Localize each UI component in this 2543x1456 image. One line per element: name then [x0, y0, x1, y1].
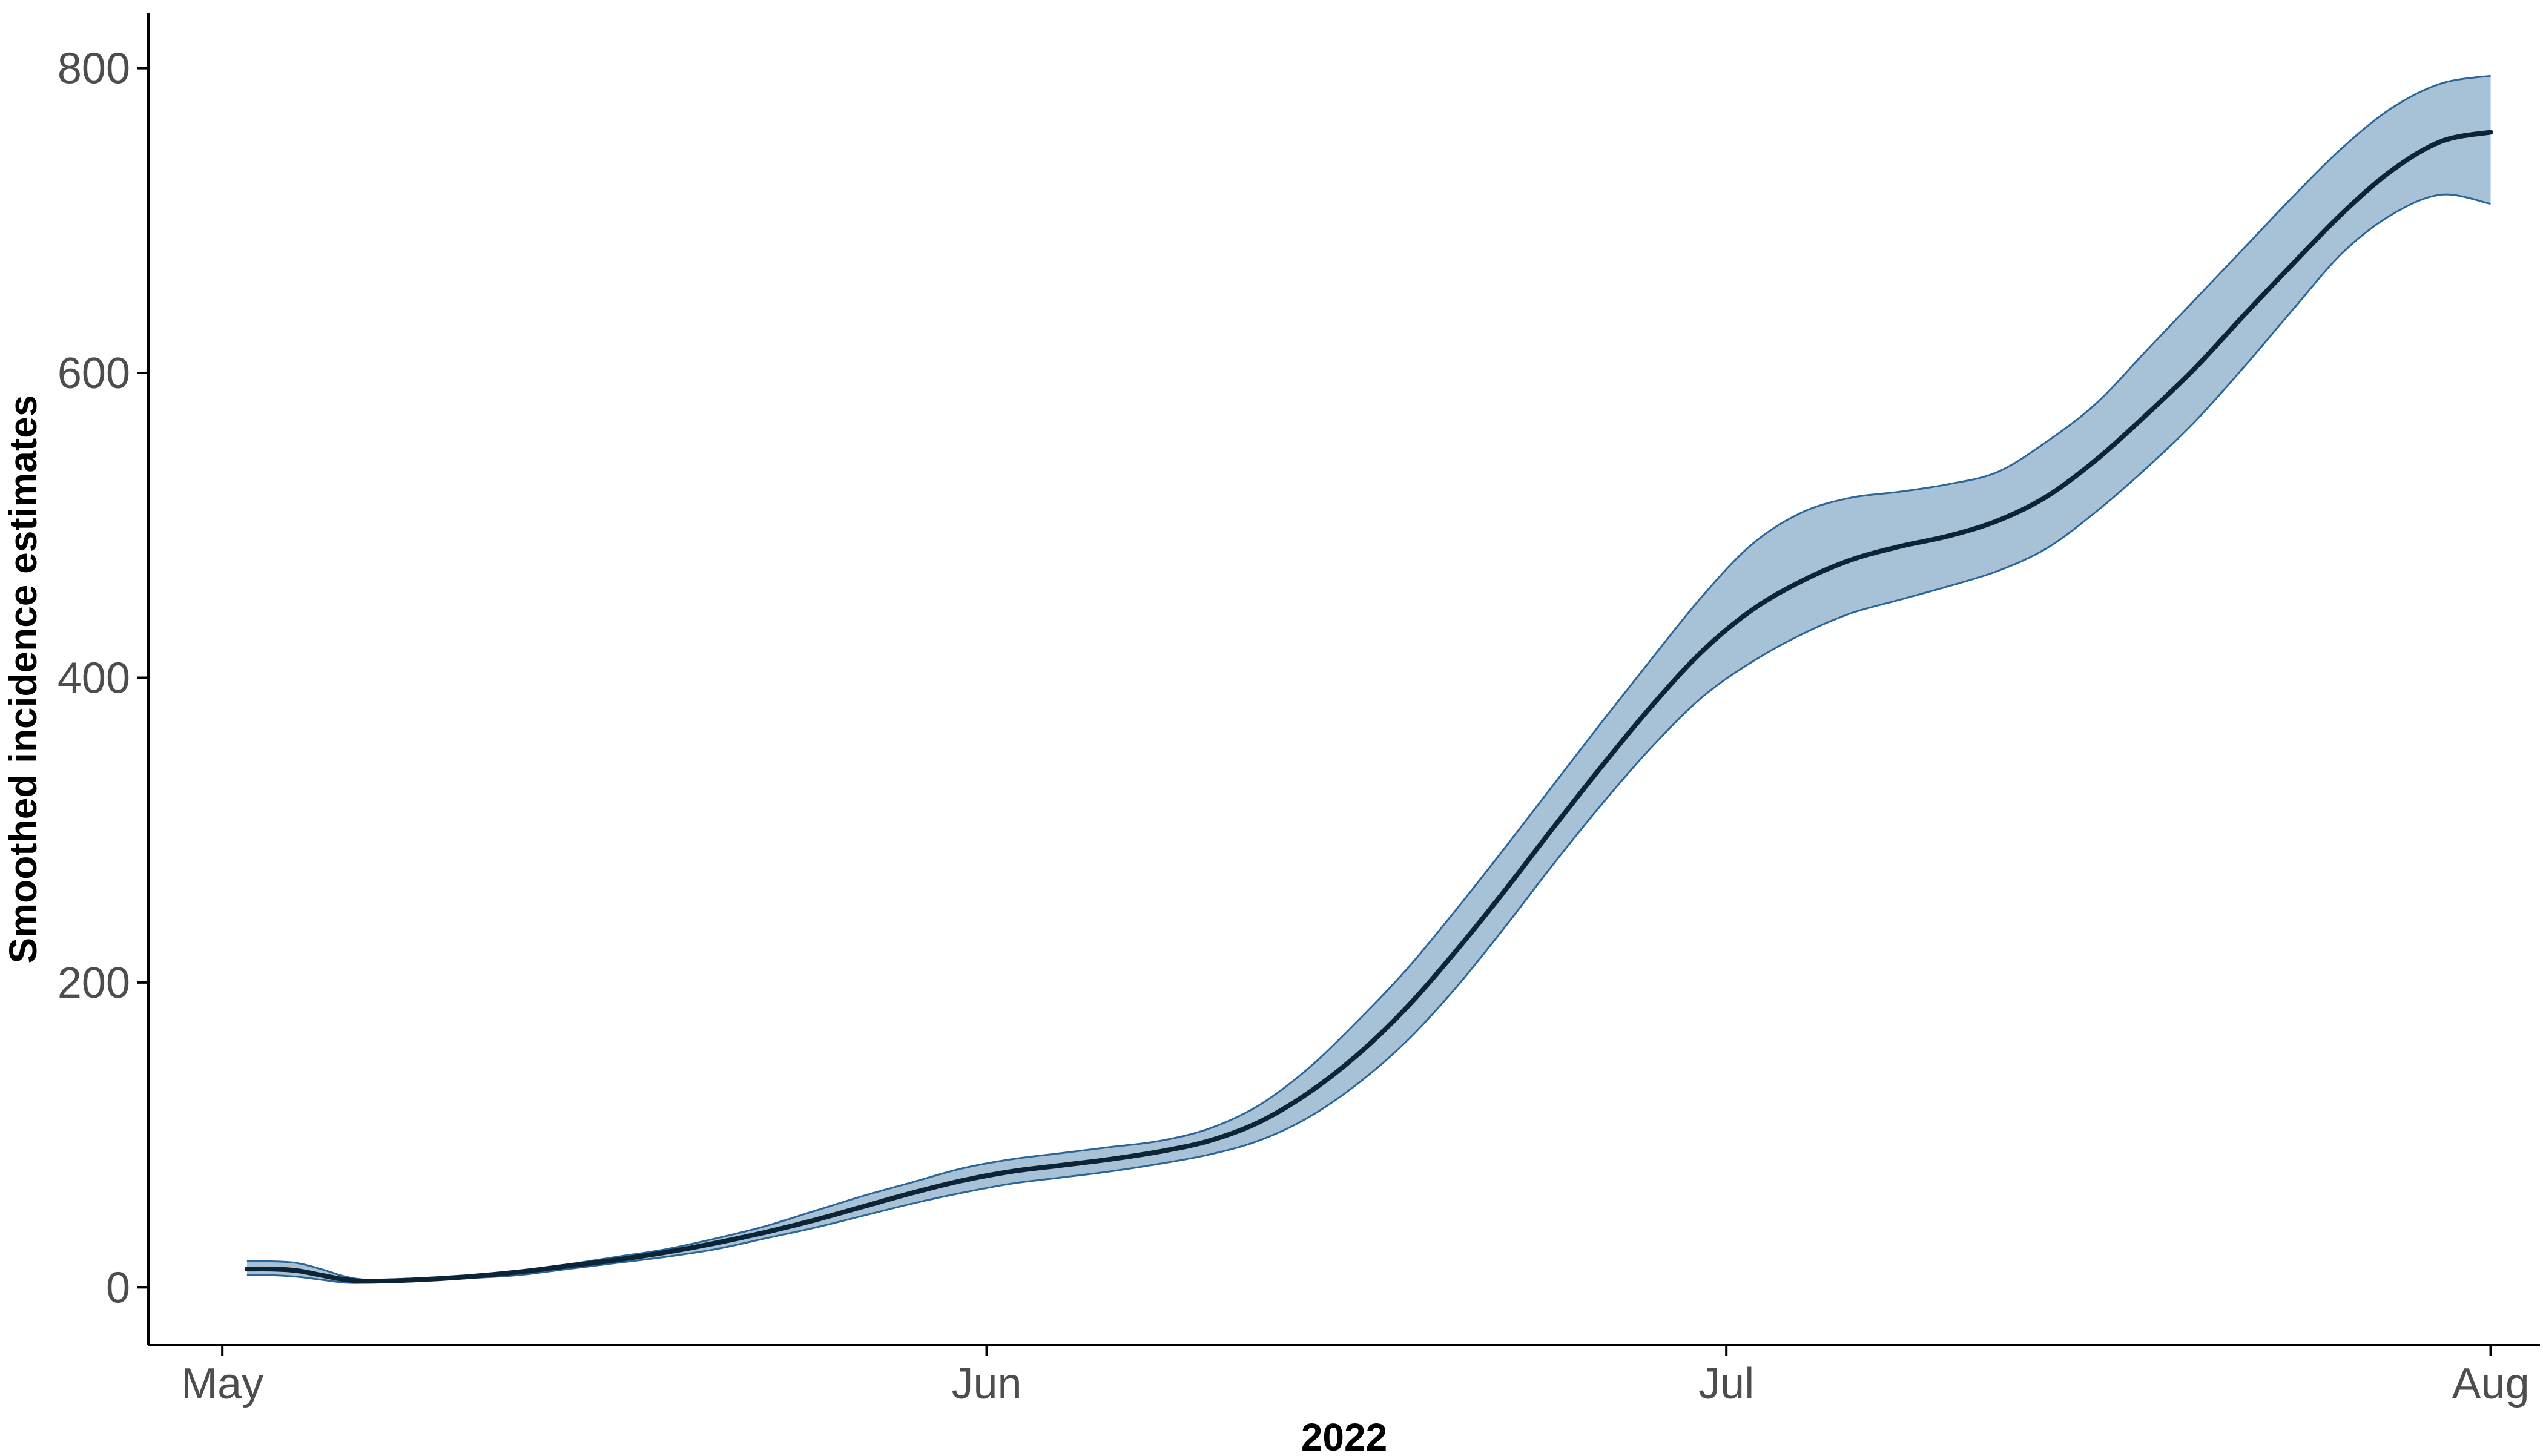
- x-tick-label: May: [181, 1360, 263, 1408]
- y-tick-label: 0: [106, 1263, 130, 1312]
- x-tick-label: Jul: [1698, 1360, 1754, 1408]
- plot-area: [244, 74, 2493, 1284]
- y-tick-label: 400: [58, 654, 130, 702]
- x-tick-label: Aug: [2452, 1360, 2530, 1408]
- ribbon-upper-edge: [246, 74, 2491, 1281]
- x-tick-label: Jun: [951, 1360, 1021, 1408]
- confidence-ribbon: [246, 76, 2491, 1283]
- ribbon-lower-edge: [246, 193, 2491, 1284]
- y-tick-label: 800: [58, 45, 130, 93]
- x-axis-title: 2022: [1301, 1415, 1387, 1453]
- estimate-line: [244, 130, 2493, 1284]
- y-tick-label: 600: [58, 349, 130, 398]
- y-axis-title: Smoothed incidence estimates: [1, 395, 45, 964]
- axes: 0 200 400 600 800 May Jun Jul Aug: [58, 13, 2540, 1408]
- y-tick-label: 200: [58, 959, 130, 1007]
